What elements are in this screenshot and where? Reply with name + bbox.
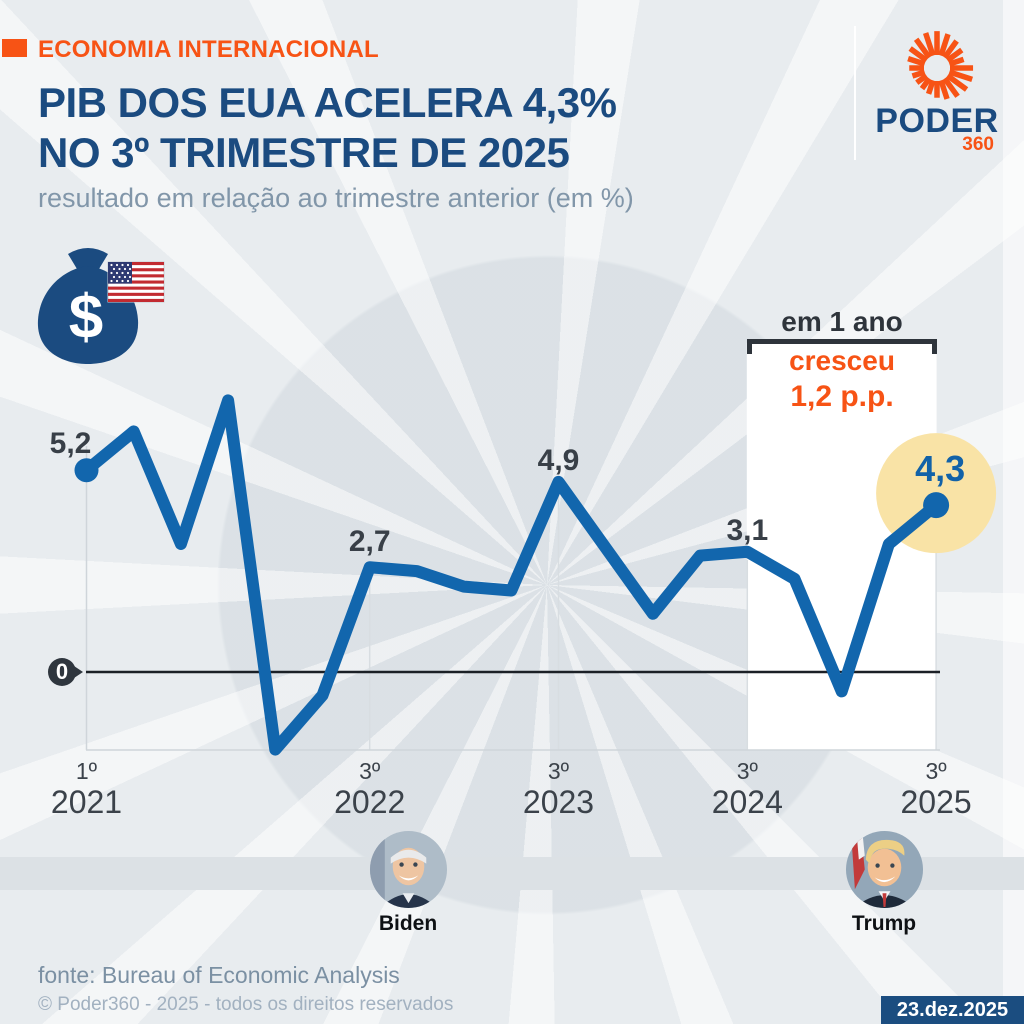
logo-360: 360	[962, 134, 994, 155]
sunburst-ray	[945, 73, 969, 92]
president-name-label: Trump	[851, 912, 917, 935]
title-line-1: PIB DOS EUA ACELERA 4,3%	[38, 79, 617, 126]
trump-photo	[845, 830, 923, 909]
sunburst-ray	[938, 33, 951, 57]
sunburst-ray	[908, 46, 929, 63]
x-tick-text: 3º	[925, 758, 947, 784]
sunburst-ray	[911, 69, 926, 79]
sunburst-ray	[913, 37, 932, 60]
data-point-dot	[74, 458, 99, 483]
sunburst-ray	[948, 56, 965, 67]
logo-sunburst-icon	[907, 31, 974, 100]
sunburst-ray	[907, 55, 926, 67]
x-tick-text: 2021	[50, 784, 123, 820]
logo-wordmark: PODER	[875, 102, 999, 140]
logo-divider-line	[854, 26, 856, 160]
x-tick-text: 2022	[334, 784, 406, 820]
president-biden: Biden	[353, 830, 463, 936]
sunburst-ray	[945, 47, 964, 63]
sunburst-ray	[915, 73, 929, 85]
sunburst-ray	[925, 79, 936, 95]
point-value-label: 4,9	[537, 443, 580, 477]
zero-axis-marker: 0	[48, 658, 83, 686]
sunburst-ray	[923, 32, 936, 57]
x-tick-text: 3º	[547, 758, 570, 784]
x-tick-text: 1º	[75, 758, 98, 784]
money-bag-icon: $	[37, 248, 165, 364]
source-credit: fonte: Bureau of Economic Analysis	[38, 962, 400, 988]
us-flag-icon	[107, 261, 165, 303]
x-tick-text: 2023	[522, 784, 595, 820]
x-tick-label: 3º 2024	[712, 758, 783, 820]
x-tick-label: 3º 2025	[901, 758, 972, 820]
sunburst-ray	[919, 76, 932, 91]
right-light-column	[1003, 0, 1024, 996]
gdp-line-series	[80, 394, 943, 756]
poder360-logo: PODER 360	[862, 30, 1012, 154]
x-tick-label: 3º 2022	[334, 758, 405, 820]
x-tick-text: 2024	[711, 784, 783, 820]
point-value-label: 3,1	[726, 513, 769, 547]
page-title: PIB DOS EUA ACELERA 4,3% NO 3º TRIMESTRE…	[38, 78, 758, 178]
sunburst-ray	[938, 79, 950, 100]
copyright-notice: © Poder360 - 2025 - todos os direitos re…	[38, 994, 454, 1015]
point-value-label: 4,3	[915, 448, 966, 490]
x-tick-text: 3º	[736, 758, 758, 784]
point-value-label: 2,7	[348, 525, 391, 559]
sunburst-ray	[942, 39, 959, 60]
annotation-change-word: cresceu	[789, 345, 895, 376]
president-name-label: Biden	[378, 912, 438, 935]
sunburst-ray	[948, 69, 974, 83]
title-line-2: NO 3º TRIMESTRE DE 2025	[38, 129, 570, 176]
point-value-label: 5,2	[49, 427, 92, 461]
x-tick-text: 3º	[359, 758, 381, 784]
annotation-period: em 1 ano	[781, 306, 903, 337]
x-tick-text: 2025	[900, 784, 972, 820]
annotation-change-value: 1,2 p.p.	[790, 380, 894, 413]
president-trump: Trump	[829, 830, 939, 936]
x-tick-label: 3º 2023	[523, 758, 594, 820]
svg-text:$: $	[69, 283, 103, 352]
biden-photo	[369, 830, 447, 909]
data-point-dot	[923, 492, 950, 519]
section-kicker: ECONOMIA INTERNACIONAL	[38, 36, 379, 63]
kicker-accent-square	[2, 39, 27, 57]
page-subtitle: resultado em relação ao trimestre anteri…	[38, 183, 634, 213]
sunburst-ray	[942, 76, 960, 98]
x-tick-label: 1º 2021	[51, 758, 122, 820]
publication-date-badge: 23.dez.2025	[881, 996, 1024, 1024]
